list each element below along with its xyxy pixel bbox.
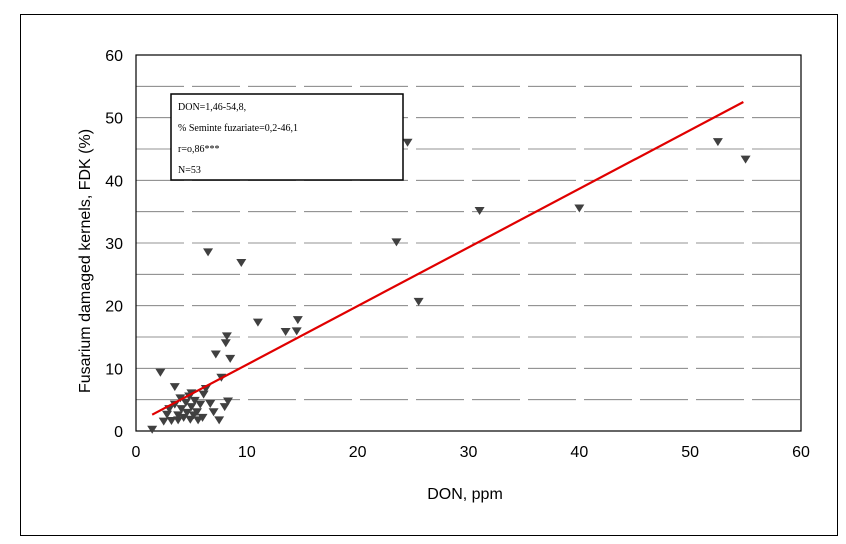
data-point bbox=[158, 417, 169, 426]
data-point bbox=[203, 248, 214, 257]
y-tick-label: 10 bbox=[105, 361, 123, 378]
data-point bbox=[252, 318, 263, 327]
y-tick-label: 40 bbox=[105, 173, 123, 190]
data-point bbox=[198, 390, 209, 399]
data-point bbox=[173, 416, 184, 425]
data-point bbox=[169, 383, 180, 392]
data-point bbox=[222, 397, 233, 406]
x-tick-label: 30 bbox=[460, 444, 478, 461]
x-tick-label: 20 bbox=[349, 444, 367, 461]
annotation-box-border bbox=[170, 93, 404, 181]
data-point bbox=[210, 350, 221, 359]
x-axis-title: DON, ppm bbox=[427, 486, 503, 503]
data-point bbox=[186, 403, 197, 412]
data-point bbox=[225, 354, 236, 363]
data-point bbox=[391, 238, 402, 247]
data-point bbox=[712, 138, 723, 147]
data-point bbox=[280, 327, 291, 336]
plot-area bbox=[135, 54, 802, 432]
x-tick-label: 60 bbox=[792, 444, 810, 461]
data-point bbox=[191, 408, 202, 417]
data-point bbox=[214, 416, 225, 425]
x-tick-label: 40 bbox=[570, 444, 588, 461]
data-point bbox=[189, 396, 200, 405]
data-point bbox=[221, 332, 232, 341]
trendline bbox=[151, 101, 744, 416]
data-point bbox=[208, 408, 219, 417]
annotation-line-seminte: % Seminte fuzariate=0,2-46,1 bbox=[178, 123, 298, 134]
y-tick-label: 50 bbox=[105, 111, 123, 128]
data-point bbox=[219, 403, 230, 412]
data-point bbox=[197, 413, 208, 422]
data-point bbox=[574, 204, 585, 213]
data-point bbox=[147, 425, 158, 434]
data-point bbox=[162, 410, 173, 419]
annotation-line-n: N=53 bbox=[178, 165, 201, 176]
x-tick-label: 0 bbox=[132, 444, 141, 461]
y-tick-label: 30 bbox=[105, 236, 123, 253]
data-point bbox=[205, 400, 216, 409]
scatter-chart: 0 10 20 30 40 50 60 0 10 20 30 40 50 60 DON=1,46-54,8… bbox=[77, 48, 810, 503]
stats-annotation-box: DON=1,46-54,8, % Seminte fuzariate=0,2-4… bbox=[170, 93, 404, 181]
y-tick-label: 20 bbox=[105, 299, 123, 316]
data-point bbox=[740, 155, 751, 164]
data-point bbox=[166, 416, 177, 425]
annotation-line-r: r=o,86*** bbox=[178, 144, 219, 155]
data-point bbox=[173, 411, 184, 420]
data-point bbox=[292, 316, 303, 325]
data-point bbox=[291, 327, 302, 336]
data-point bbox=[181, 408, 192, 417]
data-point bbox=[236, 259, 247, 268]
chart-frame: 0 10 20 30 40 50 60 0 10 20 30 40 50 60 DON=1,46-54,8… bbox=[20, 14, 838, 536]
y-axis-title: Fusarium damaged kernels, FDK (%) bbox=[77, 129, 94, 393]
y-tick-label: 60 bbox=[105, 48, 123, 65]
data-points bbox=[147, 138, 751, 434]
y-tick-label: 0 bbox=[114, 424, 123, 441]
data-point bbox=[413, 297, 424, 306]
data-point bbox=[175, 394, 186, 403]
data-point bbox=[402, 138, 413, 147]
annotation-line-don: DON=1,46-54,8, bbox=[178, 102, 246, 113]
data-point bbox=[474, 207, 485, 216]
data-point bbox=[176, 405, 187, 414]
data-point bbox=[180, 398, 191, 407]
data-point bbox=[155, 368, 166, 377]
axis-ticks: 0 10 20 30 40 50 60 0 10 20 30 40 50 60 bbox=[105, 48, 810, 461]
x-tick-label: 10 bbox=[238, 444, 256, 461]
data-point bbox=[195, 400, 206, 409]
data-point bbox=[220, 339, 231, 348]
data-point bbox=[169, 400, 180, 409]
x-tick-label: 50 bbox=[681, 444, 699, 461]
